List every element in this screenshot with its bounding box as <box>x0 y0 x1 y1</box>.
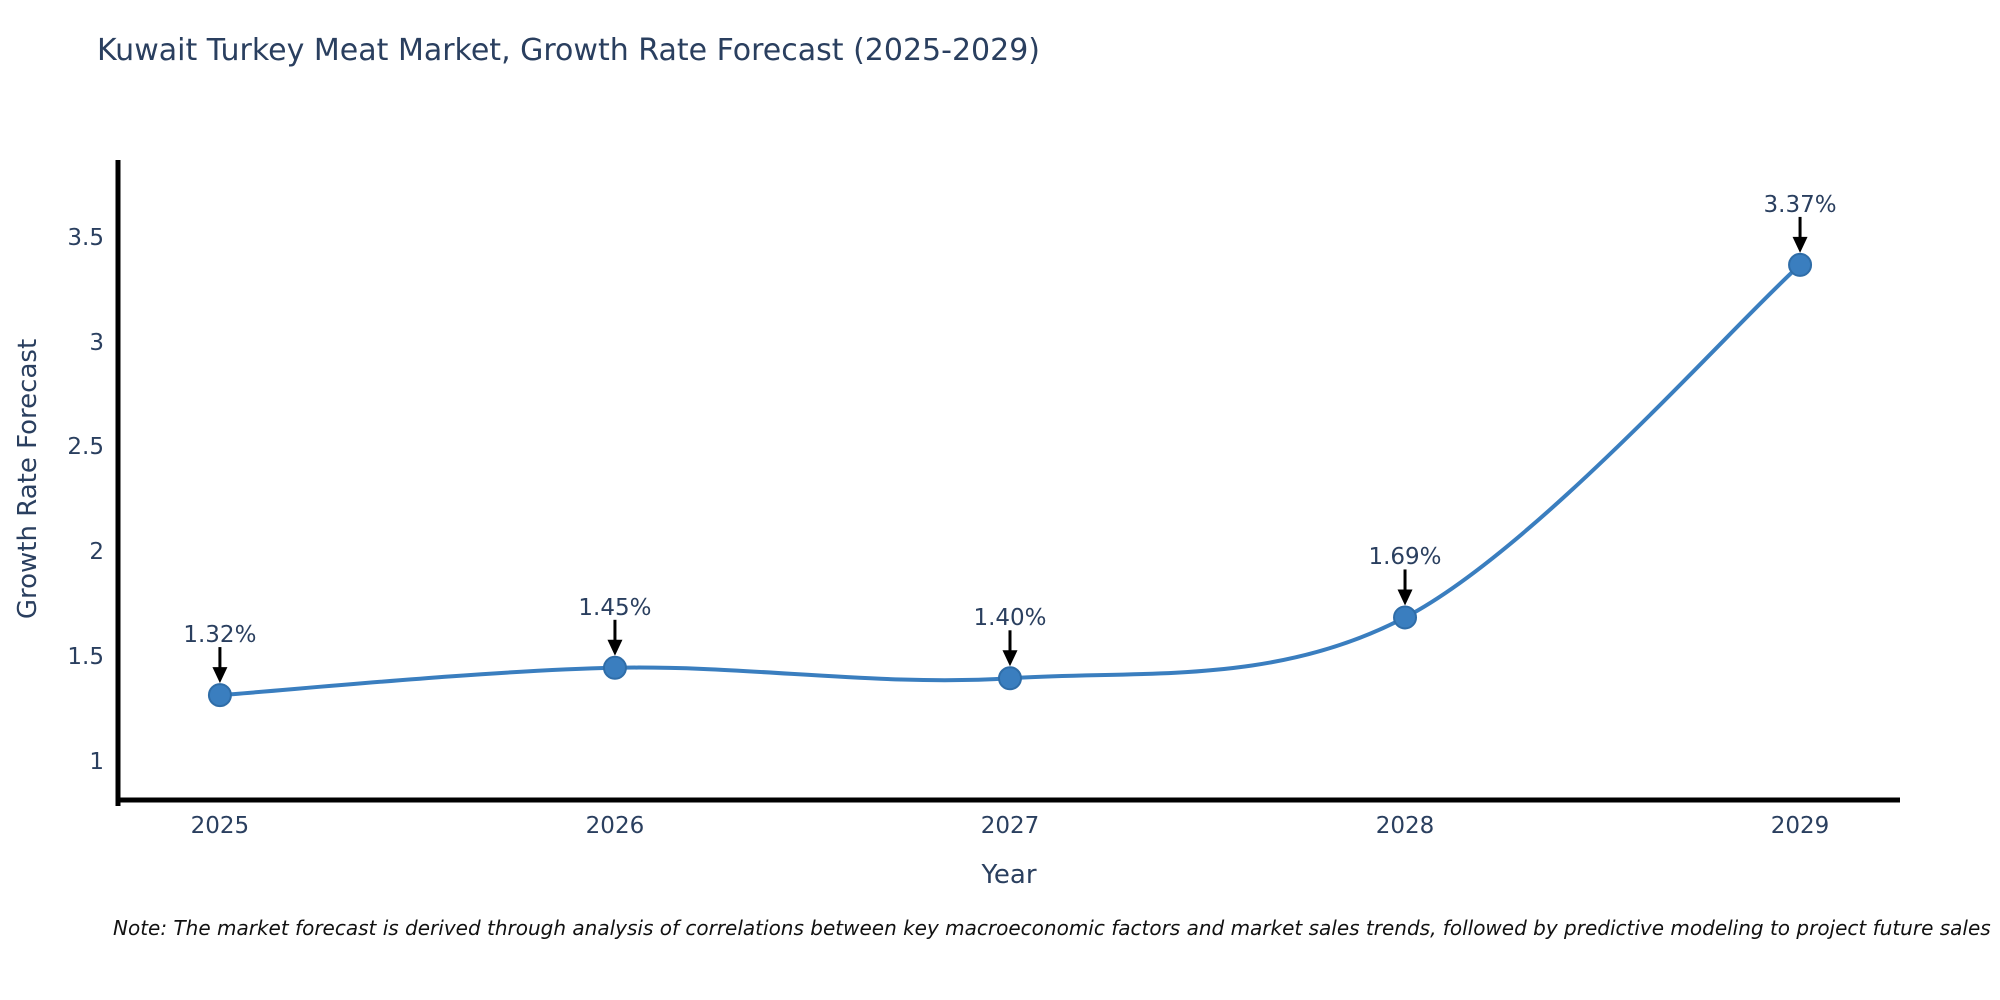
annotation-arrow-head <box>1792 236 1808 253</box>
y-tick-label: 1 <box>89 749 104 776</box>
y-tick-label: 3 <box>89 329 104 356</box>
x-tick-label: 2026 <box>585 813 645 839</box>
y-axis-title: Growth Rate Forecast <box>13 338 43 620</box>
data-point-marker <box>207 683 232 708</box>
data-point-value-label: 1.69% <box>1368 544 1442 571</box>
annotation-arrow-head <box>607 639 623 656</box>
y-tick-label: 2 <box>89 539 104 566</box>
x-tick-label: 2028 <box>1375 813 1435 839</box>
x-axis-title: Year <box>981 860 1037 890</box>
footnote-text: Note: The market forecast is derived thr… <box>113 916 1991 940</box>
chart-title: Kuwait Turkey Meat Market, Growth Rate F… <box>97 33 1040 68</box>
x-tick-label: 2027 <box>980 813 1040 839</box>
x-tick-label: 2029 <box>1770 813 1830 839</box>
x-tick-label: 2025 <box>190 813 250 839</box>
data-point-marker <box>1788 252 1813 277</box>
annotation-arrow-head <box>212 667 228 684</box>
data-point-marker <box>997 666 1022 691</box>
annotation-arrow-head <box>1002 650 1018 667</box>
y-tick-label: 2.5 <box>67 434 104 461</box>
y-tick-label: 3.5 <box>67 224 104 251</box>
data-point-value-label: 1.45% <box>578 594 652 621</box>
data-point-marker <box>1393 605 1418 630</box>
data-point-value-label: 1.40% <box>973 605 1047 632</box>
forecast-line <box>219 263 1802 698</box>
data-point-marker <box>602 655 627 680</box>
data-point-value-label: 3.37% <box>1763 191 1837 218</box>
annotation-arrow-head <box>1397 589 1413 606</box>
data-point-value-label: 1.32% <box>183 622 257 649</box>
y-tick-label: 1.5 <box>67 644 104 671</box>
